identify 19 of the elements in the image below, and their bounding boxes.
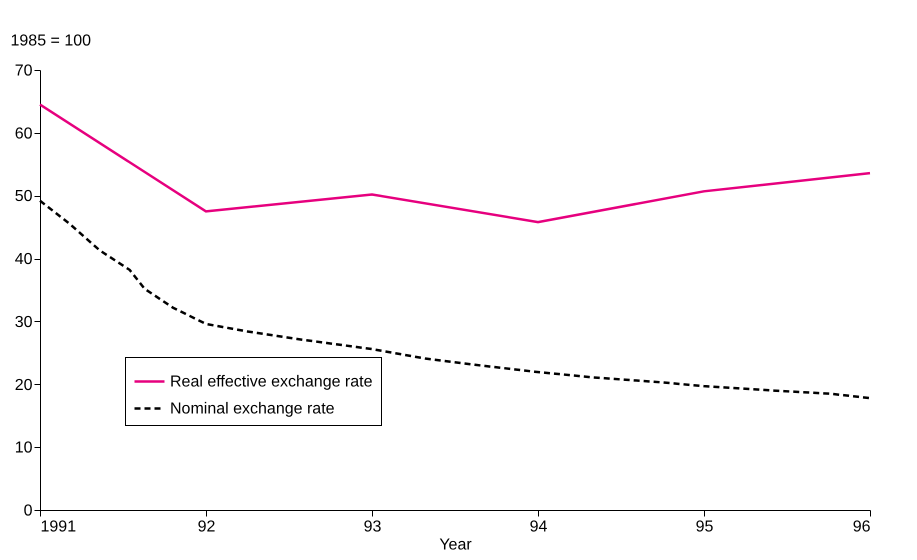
y-tick-label: 20 — [14, 376, 33, 394]
x-tick-label: 96 — [852, 518, 871, 536]
y-tick-label: 30 — [14, 314, 33, 331]
y-tick-label: 70 — [14, 62, 33, 80]
x-axis-title: Year — [439, 536, 472, 554]
y-tick-label: 10 — [14, 440, 33, 457]
x-tick-label: 95 — [696, 518, 714, 536]
y-tick-label: 40 — [14, 251, 33, 268]
x-tick-label: 94 — [530, 518, 548, 536]
x-tick-label: 1991 — [40, 518, 76, 536]
y-tick-label: 50 — [14, 188, 33, 206]
y-axis-title: 1985 = 100 — [10, 32, 92, 50]
y-tick-label: 60 — [14, 125, 33, 142]
x-tick-label: 92 — [198, 518, 216, 536]
legend-label: Real effective exchange rate — [170, 374, 373, 390]
x-tick-label: 93 — [364, 518, 382, 536]
legend-label: Nominal exchange rate — [170, 400, 335, 418]
line-series — [38, 103, 872, 224]
y-tick-label: 0 — [24, 502, 33, 520]
